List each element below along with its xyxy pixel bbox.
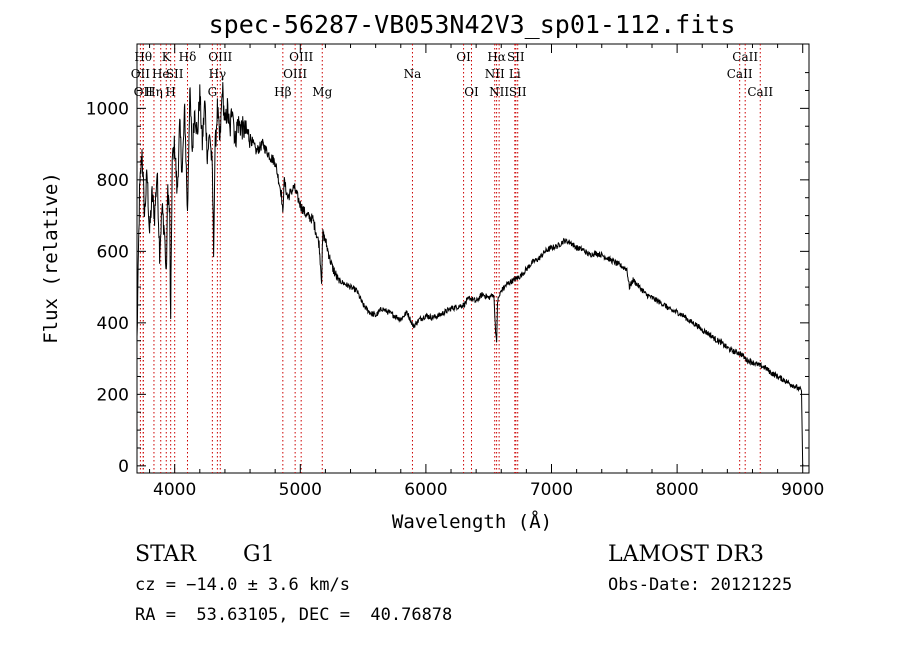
line-label-11: OIII bbox=[208, 50, 232, 64]
line-label-6: H bbox=[165, 85, 175, 99]
survey-name: LAMOST DR3 bbox=[608, 542, 764, 567]
line-label-8: Hδ bbox=[179, 50, 197, 64]
x-tick-label-4: 8000 bbox=[655, 480, 698, 500]
spectral-line-markers bbox=[139, 44, 761, 473]
line-label-22: Li bbox=[509, 67, 521, 81]
line-label-5: K bbox=[162, 50, 172, 64]
y-tick-label-5: 1000 bbox=[86, 99, 129, 119]
line-label-27: CaII bbox=[747, 85, 773, 99]
coordinates: RA = 53.63105, DEC = 40.76878 bbox=[135, 605, 452, 625]
line-label-10: Hγ bbox=[209, 67, 227, 81]
line-label-24: SII bbox=[509, 85, 527, 99]
line-label-14: OIII bbox=[289, 50, 313, 64]
line-label-16: Na bbox=[404, 67, 422, 81]
x-tick-label-3: 7000 bbox=[530, 480, 573, 500]
line-label-4: He bbox=[152, 67, 170, 81]
line-label-21: NII bbox=[489, 85, 509, 99]
y-tick-label-3: 600 bbox=[97, 242, 129, 262]
x-tick-label-5: 9000 bbox=[781, 480, 824, 500]
y-tick-label-2: 400 bbox=[97, 314, 129, 334]
spectrum-line bbox=[136, 82, 804, 466]
line-label-3: Hη bbox=[145, 85, 163, 99]
x-tick-label-2: 6000 bbox=[404, 480, 447, 500]
line-label-9: G bbox=[208, 85, 218, 99]
line-label-7: SII bbox=[166, 67, 184, 81]
line-label-2: OII bbox=[134, 85, 154, 99]
x-tick-label-1: 5000 bbox=[279, 480, 322, 500]
line-label-0: Hθ bbox=[134, 50, 152, 64]
spectral-line-labels: HθOIIOIIHηHeKHSIIHδGHγOIIIHβOIIIOIIIMgNa… bbox=[131, 50, 774, 99]
y-axis-ticks: 0 200 400 600 800 1000 bbox=[86, 72, 809, 477]
line-label-1: OII bbox=[131, 67, 151, 81]
line-label-12: Hβ bbox=[274, 85, 291, 99]
y-tick-label-4: 800 bbox=[97, 171, 129, 191]
y-tick-label-0: 0 bbox=[118, 457, 129, 477]
plot-frame bbox=[136, 43, 810, 474]
x-tick-label-0: 4000 bbox=[153, 480, 196, 500]
line-label-23: SII bbox=[507, 50, 525, 64]
y-axis-label: Flux (relative) bbox=[40, 172, 62, 344]
redshift-cz: cz = −14.0 ± 3.6 km/s bbox=[135, 575, 350, 595]
x-axis-ticks: 4000 5000 6000 7000 8000 9000 bbox=[149, 44, 824, 500]
obs-date: Obs-Date: 20121225 bbox=[608, 575, 792, 595]
line-label-25: CaII bbox=[727, 67, 753, 81]
line-label-26: CaII bbox=[732, 50, 758, 64]
x-axis-label: Wavelength (Å) bbox=[392, 510, 552, 533]
chart-title: spec-56287-VB053N42V3_sp01-112.fits bbox=[209, 10, 736, 39]
y-tick-label-1: 200 bbox=[97, 385, 129, 405]
object-class: STAR bbox=[135, 542, 197, 567]
line-label-20: Hα bbox=[487, 50, 506, 64]
line-label-18: OI bbox=[464, 85, 479, 99]
line-label-15: Mg bbox=[312, 85, 332, 99]
line-label-19: NII bbox=[485, 67, 505, 81]
line-label-13: OIII bbox=[283, 67, 307, 81]
object-subclass: G1 bbox=[243, 542, 275, 567]
line-label-17: OI bbox=[456, 50, 471, 64]
